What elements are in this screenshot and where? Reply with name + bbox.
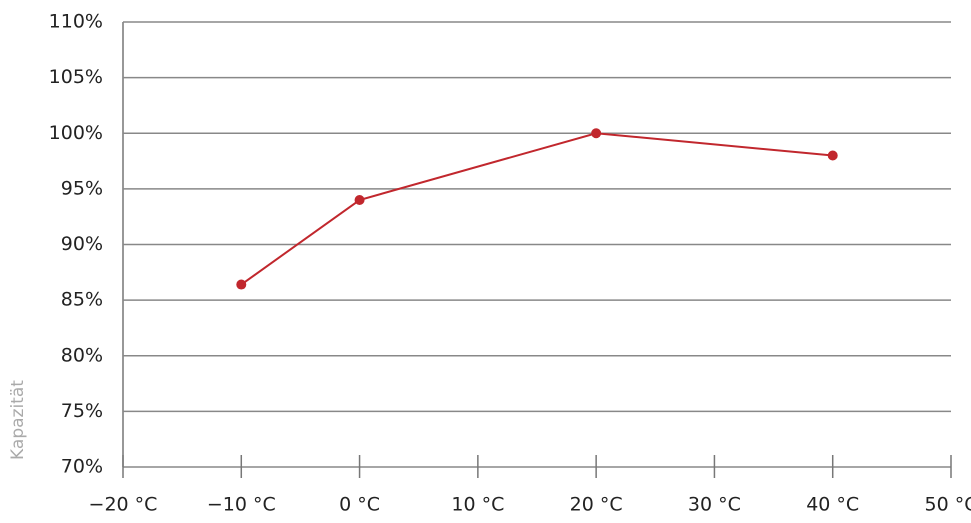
point — [236, 279, 247, 290]
x-tick-label: −20 °C — [89, 494, 158, 516]
x-tick-label: 50 °C — [925, 494, 971, 516]
y-tick-label: 70% — [61, 456, 103, 478]
x-tick-label: 30 °C — [688, 494, 741, 516]
y-tick-label: 80% — [61, 344, 103, 366]
point — [827, 150, 838, 161]
y-axis-label: Kapazität — [8, 380, 28, 460]
x-tick-label: 40 °C — [806, 494, 859, 516]
y-tick-label: 90% — [61, 233, 103, 255]
y-tick-label: 110% — [49, 11, 103, 33]
line — [240, 132, 833, 286]
point — [354, 195, 365, 205]
y-tick-label: 100% — [49, 122, 103, 144]
y-tick-label: 85% — [61, 289, 103, 311]
x-tick-label: 20 °C — [570, 494, 623, 516]
x-tick-label: 0 °C — [339, 494, 380, 516]
y-tick-label: 95% — [61, 177, 103, 199]
y-tick-label: 105% — [49, 66, 103, 88]
y-tick-label: 75% — [61, 400, 103, 422]
x-tick-label: −10 °C — [207, 494, 276, 516]
x-tick-label: 10 °C — [451, 494, 504, 516]
point — [591, 128, 602, 139]
